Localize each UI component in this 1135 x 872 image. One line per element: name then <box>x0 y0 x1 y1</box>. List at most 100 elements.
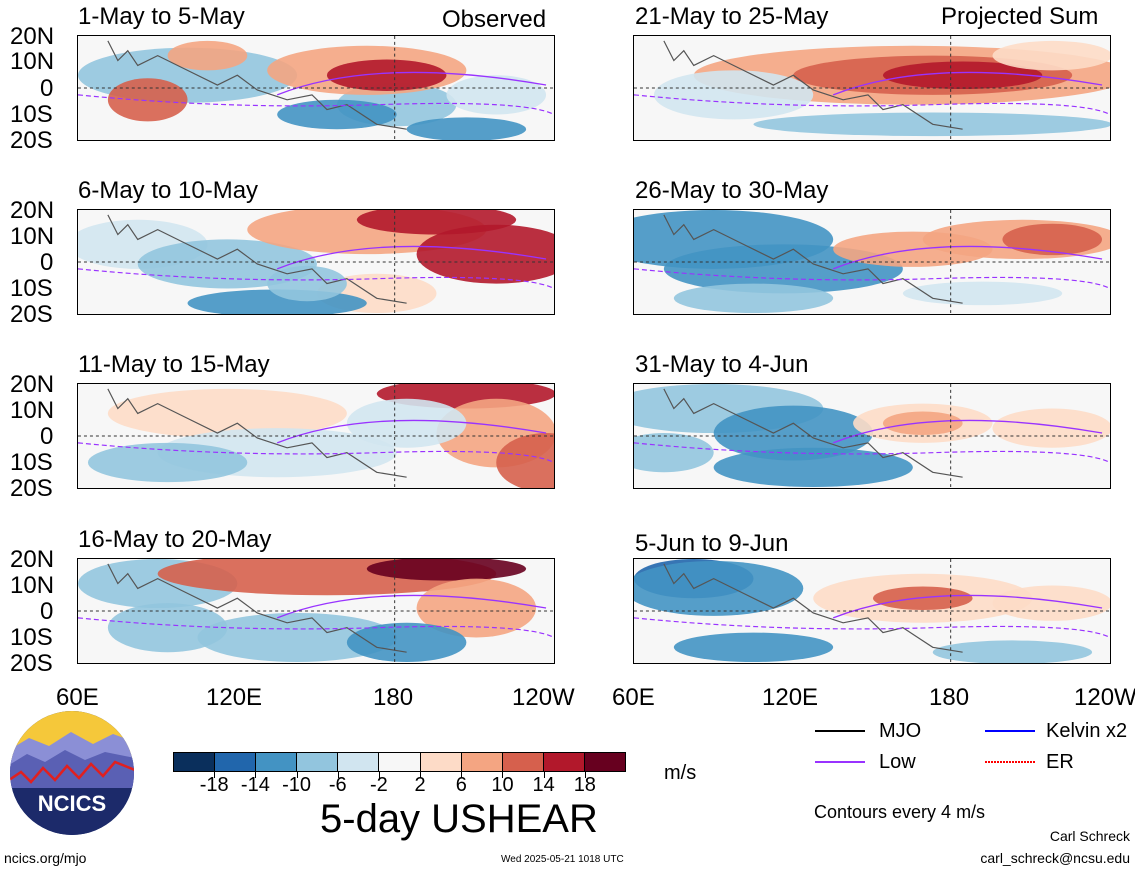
lon-tick-label: 60E <box>612 684 655 711</box>
coastline <box>663 563 963 653</box>
shear-field <box>78 559 554 663</box>
coastline <box>107 214 407 304</box>
colorbar-tick-mark <box>337 772 339 778</box>
footer-url: ncics.org/mjo <box>4 850 87 866</box>
coastline <box>107 388 407 478</box>
colorbar-tick-label: -6 <box>328 774 347 796</box>
observed-label: Observed <box>442 6 547 33</box>
lon-tick-label: 120W <box>1074 684 1135 711</box>
lat-tick-label: 20S <box>10 301 53 328</box>
shear-anomaly-blob <box>87 442 248 483</box>
legend-label: Kelvin x2 <box>1046 720 1128 742</box>
shear-anomaly-blob <box>653 70 814 120</box>
lat-tick-label: 0 <box>40 75 54 102</box>
shear-anomaly-blob <box>416 578 537 638</box>
lon-tick-label: 60E <box>56 684 99 711</box>
shear-anomaly-blob <box>416 224 554 284</box>
colorbar-tick-mark <box>420 772 422 778</box>
colorbar-swatch <box>296 753 338 771</box>
shear-anomaly-blob <box>366 559 527 581</box>
low-contour-dashed <box>634 617 1110 639</box>
lon-tick-label: 120W <box>512 684 575 711</box>
shear-anomaly-blob <box>326 59 447 91</box>
shear-field <box>634 210 1110 314</box>
shear-anomaly-blob <box>992 585 1110 621</box>
colorbar-tick-label: -18 <box>199 774 229 796</box>
map-panel-observed-3 <box>77 383 555 489</box>
map-panel-projected-3 <box>633 383 1111 489</box>
colorbar-tick-label: 6 <box>455 774 467 796</box>
panel-title: 31-May to 4-Jun <box>635 351 809 378</box>
coastline <box>107 563 407 653</box>
colorbar-tick-mark <box>378 772 380 778</box>
lat-tick-label: 20S <box>10 650 53 677</box>
footer-email: carl_schreck@ncsu.edu <box>980 850 1130 866</box>
ncics-logo: NCICS <box>9 710 135 836</box>
colorbar-tick-label: 18 <box>573 774 596 796</box>
shear-anomaly-blob <box>496 433 554 488</box>
colorbar-tick-label: 2 <box>414 774 426 796</box>
colorbar-swatch <box>337 753 379 771</box>
colorbar-swatch <box>501 753 543 771</box>
shear-field <box>78 210 554 314</box>
map-panel-observed-1 <box>77 35 555 141</box>
coastline <box>663 388 963 478</box>
lat-tick-label: 20N <box>10 546 55 573</box>
main-title: 5-day USHEAR <box>320 797 598 841</box>
shear-anomaly-blob <box>992 40 1110 71</box>
shear-anomaly-blob <box>882 61 1043 89</box>
colorbar-tick-label: 14 <box>532 774 555 796</box>
shear-anomaly-blob <box>107 388 347 438</box>
lat-tick-label: 10S <box>10 624 53 651</box>
panel-title: 16-May to 20-May <box>78 526 272 553</box>
colorbar-tick-label: -2 <box>370 774 388 796</box>
low-contour-dashed <box>78 268 554 290</box>
colorbar-tick-label: 10 <box>491 774 514 796</box>
shear-anomaly-blob <box>346 622 467 663</box>
lat-tick-label: 10N <box>10 223 55 250</box>
footer-timestamp: Wed 2025-05-21 1018 UTC <box>501 854 624 865</box>
legend-line-mjo <box>815 730 865 732</box>
map-panel-projected-4 <box>633 558 1111 664</box>
lon-tick-label: 180 <box>373 684 414 711</box>
low-contour-dashed <box>634 94 1110 116</box>
colorbar-units: m/s <box>664 762 697 784</box>
shear-anomaly-blob <box>197 612 397 663</box>
lat-tick-label: 20S <box>10 475 53 502</box>
low-contour-dashed <box>634 442 1110 464</box>
lat-tick-label: 0 <box>40 423 54 450</box>
panel-title: 6-May to 10-May <box>78 177 259 204</box>
low-contour-dashed <box>634 268 1110 290</box>
legend-line-kelvin <box>985 730 1035 732</box>
legend-label: MJO <box>879 720 922 742</box>
shear-anomaly-blob <box>277 99 397 130</box>
colorbar-swatch <box>542 753 584 771</box>
legend-line-er <box>985 761 1035 763</box>
colorbar-swatch <box>419 753 461 771</box>
colorbar-swatch <box>583 753 626 771</box>
low-contour-dashed <box>78 442 554 464</box>
shear-field <box>634 559 1110 663</box>
colorbar-tick-mark <box>296 772 298 778</box>
shear-anomaly-blob <box>872 586 973 611</box>
colorbar-tick-mark <box>461 772 463 778</box>
low-contour-dashed <box>78 94 554 116</box>
legend-label: ER <box>1046 751 1074 773</box>
lat-tick-label: 20S <box>10 127 53 154</box>
panel-title: 5-Jun to 9-Jun <box>635 530 789 557</box>
lat-tick-label: 10S <box>10 275 53 302</box>
shear-anomaly-blob <box>713 447 913 488</box>
lat-tick-label: 10N <box>10 572 55 599</box>
shear-anomaly-blob <box>107 78 188 122</box>
shear-field <box>78 384 554 488</box>
shear-anomaly-blob <box>346 398 467 448</box>
colorbar-tick-label: -10 <box>282 774 311 796</box>
colorbar-tick-label: -14 <box>240 774 270 796</box>
ncics-logo-graphic: NCICS <box>10 711 134 835</box>
shear-anomaly-blob <box>107 603 228 653</box>
colorbar-tick-mark <box>255 772 257 778</box>
panel-title: 21-May to 25-May <box>635 3 829 30</box>
colorbar-swatch <box>255 753 297 771</box>
footer-author: Carl Schreck <box>1049 828 1130 844</box>
